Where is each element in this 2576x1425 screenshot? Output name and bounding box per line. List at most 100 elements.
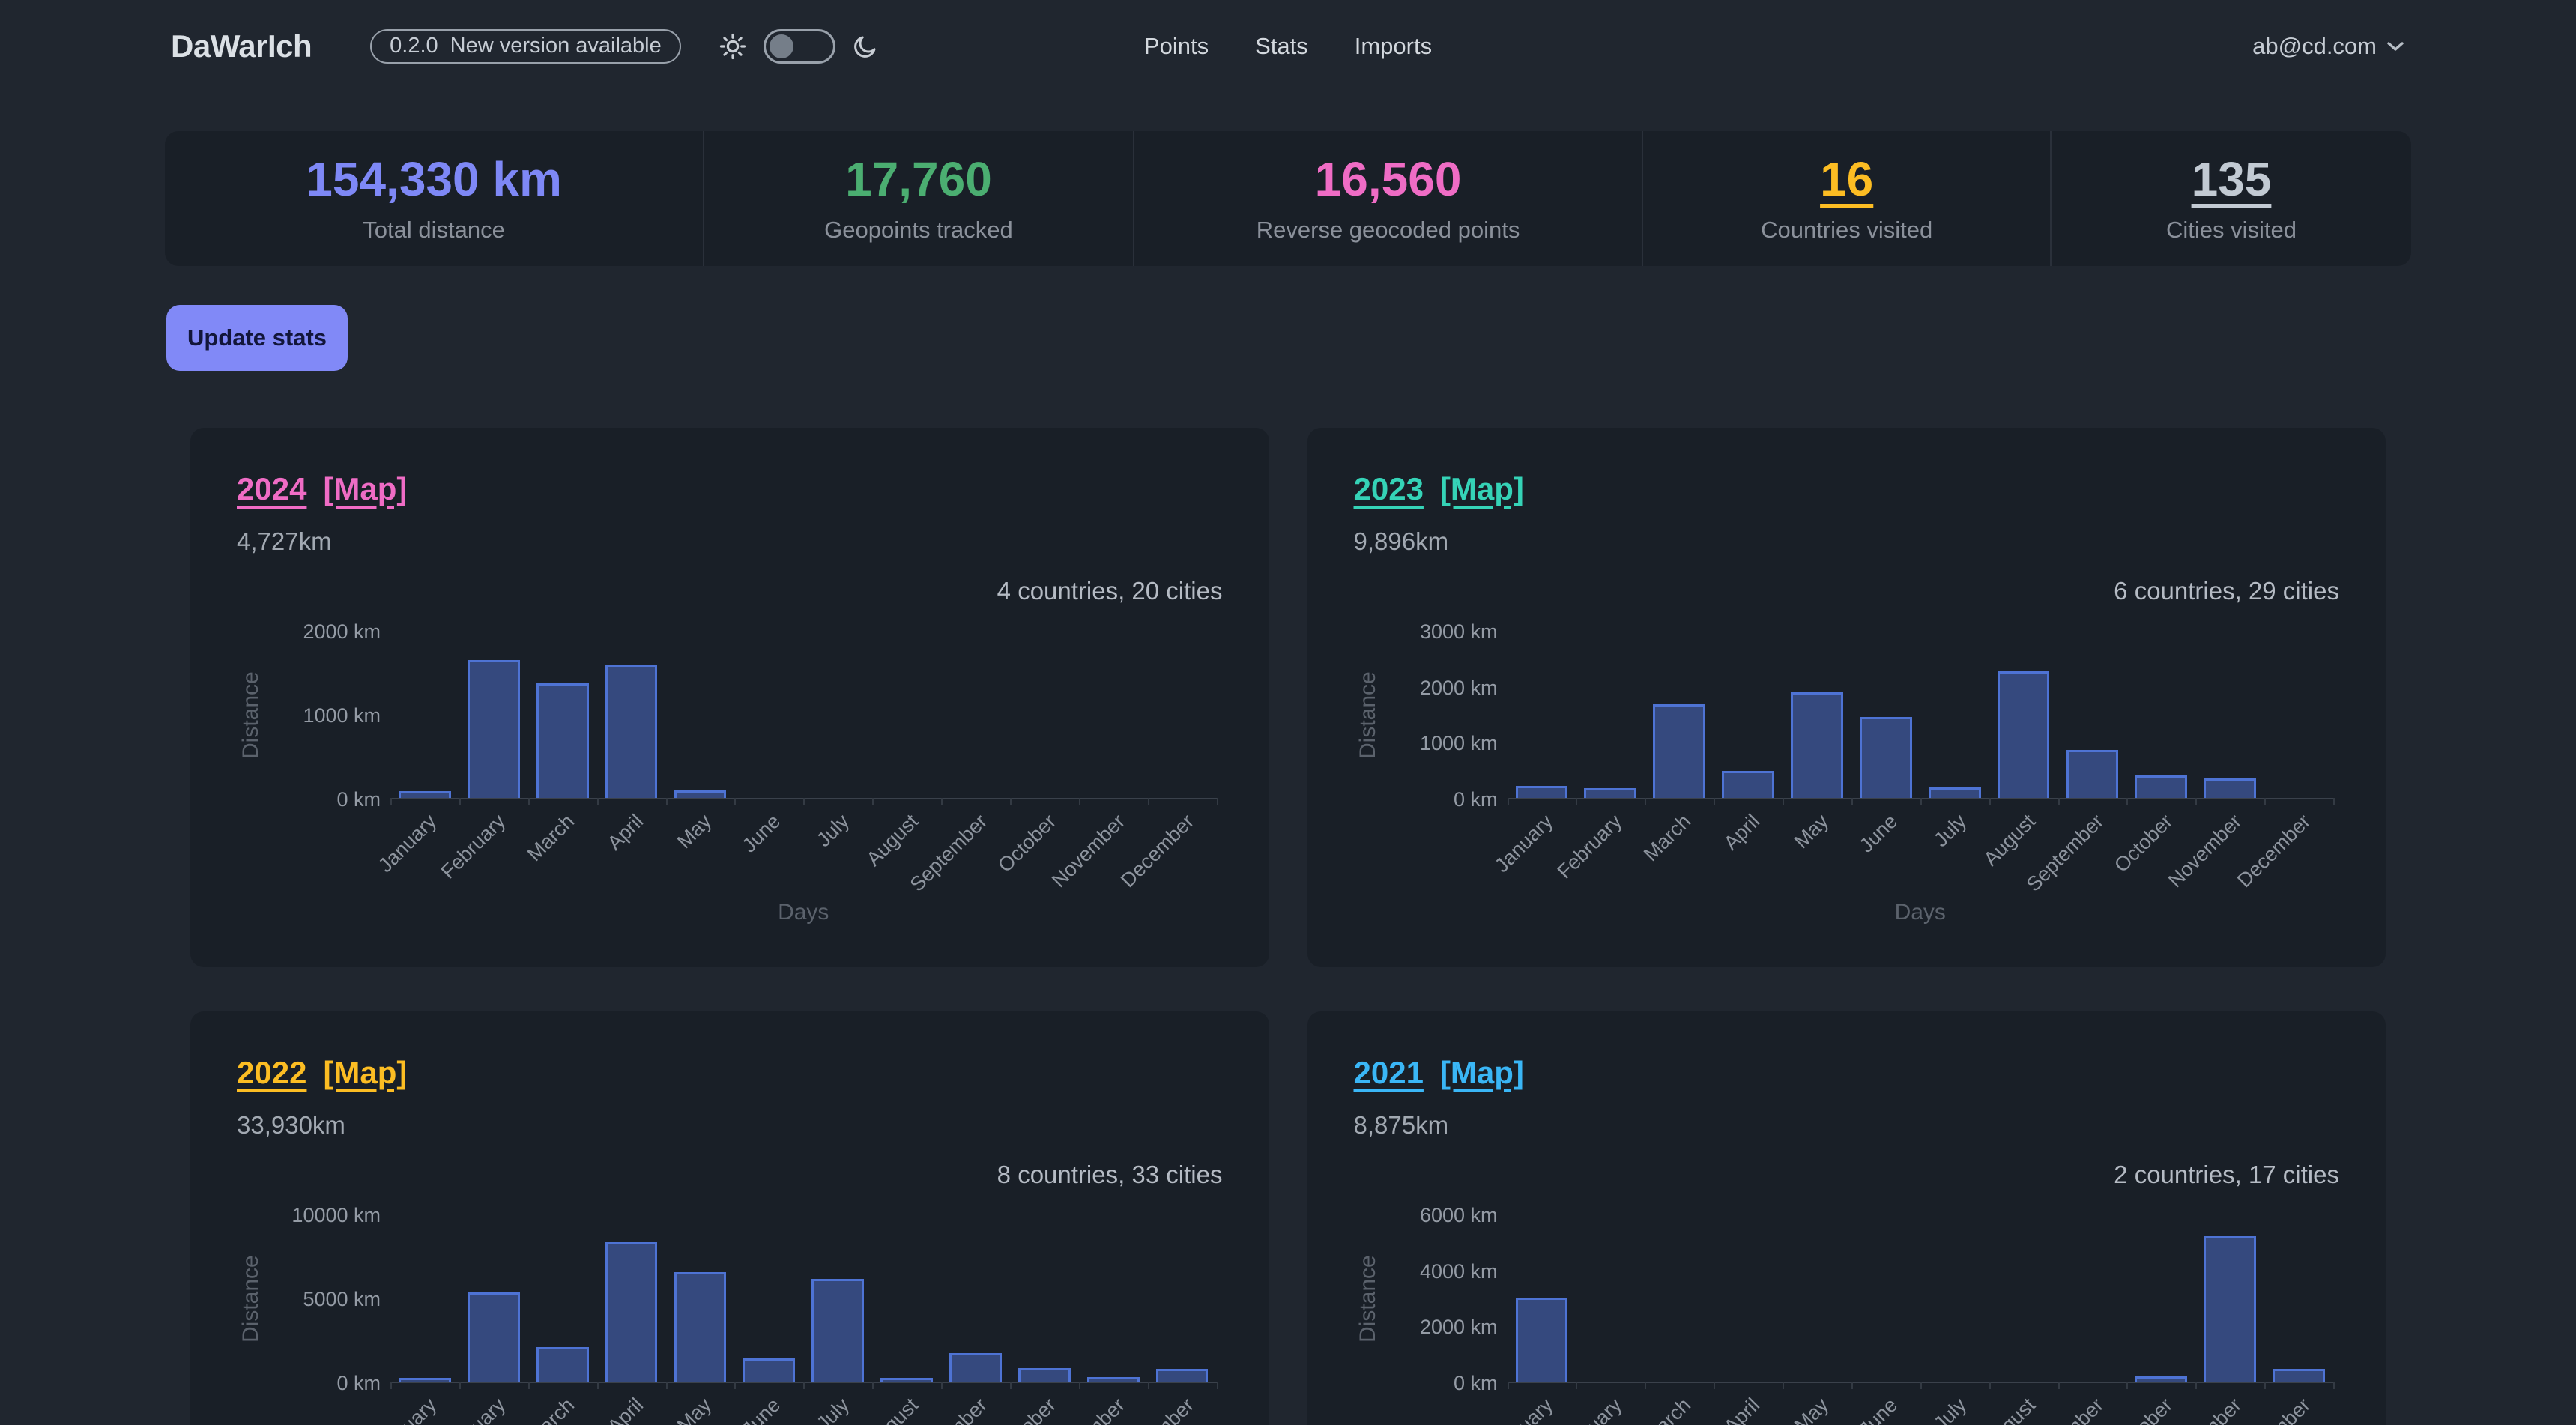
month-label: March bbox=[1639, 810, 1696, 866]
month-label: June bbox=[1854, 810, 1902, 857]
stat-countries-visited: 16 Countries visited bbox=[1642, 131, 2050, 266]
month-label: March bbox=[522, 1394, 578, 1425]
navbar: DaWarIch 0.2.0 New version available Poi… bbox=[0, 0, 2576, 92]
x-axis-tickmark bbox=[1645, 1382, 1647, 1389]
y-axis-tick: 0 km bbox=[1453, 1372, 1498, 1394]
x-axis-title: Days bbox=[1894, 900, 1946, 925]
chart-plot-area bbox=[1507, 1215, 2335, 1389]
month-label: August bbox=[1979, 1394, 2040, 1425]
y-axis-title: Distance bbox=[1355, 1255, 1380, 1343]
x-axis-tickmark bbox=[1920, 798, 1922, 805]
user-menu[interactable]: ab@cd.com bbox=[2252, 33, 2405, 60]
x-axis-labels: JanuaryFebruaryMarchAprilMayJuneJulyAugu… bbox=[1491, 1394, 2334, 1425]
month-label: October bbox=[994, 1394, 1061, 1425]
year-distance: 4,727km bbox=[237, 527, 332, 555]
stat-total-distance: 154,330 km Total distance bbox=[165, 131, 703, 266]
chart-bar bbox=[1928, 787, 1981, 798]
month-label: February bbox=[1552, 810, 1627, 883]
nav-link-imports[interactable]: Imports bbox=[1354, 32, 1433, 59]
x-axis-tickmark bbox=[1783, 798, 1784, 805]
theme-switcher bbox=[719, 28, 879, 64]
year-distance: 9,896km bbox=[1353, 527, 1449, 555]
month-label: June bbox=[1854, 1394, 1902, 1425]
month-label: October bbox=[2110, 1394, 2177, 1425]
map-link[interactable]: [Map] bbox=[323, 471, 408, 506]
card-header: 2021 [Map] bbox=[1354, 1053, 2340, 1092]
nav-link-stats[interactable]: Stats bbox=[1255, 32, 1308, 59]
year-link[interactable]: 2023 bbox=[1353, 471, 1424, 506]
year-distance: 8,875km bbox=[1353, 1111, 1449, 1139]
theme-toggle[interactable] bbox=[763, 28, 835, 64]
monthly-distance-chart: Distance 0 km 1000 km 2000 km January Februar… bbox=[237, 620, 1223, 936]
year-card-2023: 2023 [Map] 9,896km 6 countries, 29 citie… bbox=[1307, 428, 2386, 967]
month-label: February bbox=[1553, 1394, 1627, 1425]
countries-visited-link[interactable]: 16 bbox=[1820, 152, 1874, 206]
main-nav: Points Stats Imports bbox=[1144, 33, 1432, 60]
map-link[interactable]: [Map] bbox=[1439, 471, 1524, 506]
chart-bar bbox=[605, 1242, 658, 1382]
y-axis-tick: 4000 km bbox=[1419, 1259, 1498, 1283]
chart-bar bbox=[399, 1378, 451, 1382]
x-axis-tickmark bbox=[459, 1382, 461, 1389]
month-label: May bbox=[673, 810, 716, 853]
card-header: 2023 [Map] bbox=[1354, 470, 2340, 509]
x-axis-tickmark bbox=[1216, 1382, 1218, 1389]
year-summary: 6 countries, 29 cities bbox=[2114, 577, 2339, 605]
x-axis-tickmark bbox=[872, 798, 874, 805]
monthly-distance-chart: Distance 0 km 2000 km 4000 km 6000 km January… bbox=[1354, 1204, 2340, 1425]
x-axis-tickmark bbox=[941, 1382, 943, 1389]
cities-visited-label: Cities visited bbox=[2165, 217, 2297, 243]
x-axis-tickmark bbox=[1920, 1382, 1922, 1389]
map-link[interactable]: [Map] bbox=[323, 1055, 408, 1090]
chart-bar bbox=[536, 683, 589, 798]
year-summary: 2 countries, 17 cities bbox=[2114, 1161, 2339, 1188]
year-link[interactable]: 2021 bbox=[1353, 1055, 1424, 1090]
month-label: January bbox=[1491, 1394, 1558, 1425]
year-link[interactable]: 2022 bbox=[237, 1055, 307, 1090]
chart-plot-area bbox=[390, 1215, 1218, 1389]
month-label: June bbox=[737, 810, 785, 857]
version-message: New version available bbox=[450, 34, 662, 58]
x-axis-tickmark bbox=[1507, 1382, 1509, 1389]
x-axis-tickmark bbox=[803, 1382, 805, 1389]
x-axis-tickmark bbox=[665, 1382, 668, 1389]
cities-visited-link[interactable]: 135 bbox=[2191, 152, 2272, 206]
update-stats-button[interactable]: Update stats bbox=[166, 305, 348, 371]
x-axis-tickmark bbox=[459, 798, 461, 805]
month-label: April bbox=[1719, 1394, 1765, 1425]
reverse-geocoded-value: 16,560 bbox=[1314, 152, 1462, 206]
stat-cities-visited: 135 Cities visited bbox=[2050, 131, 2411, 266]
chart-plot-area bbox=[1507, 632, 2335, 805]
y-axis-tick: 5000 km bbox=[303, 1288, 381, 1310]
chart-bar bbox=[2204, 1236, 2257, 1382]
map-link[interactable]: [Map] bbox=[1439, 1055, 1524, 1090]
chart-bar bbox=[1653, 704, 1706, 798]
app-logo[interactable]: DaWarIch bbox=[171, 28, 312, 64]
chart-bar bbox=[1018, 1368, 1071, 1382]
nav-link-points[interactable]: Points bbox=[1143, 32, 1209, 59]
year-link[interactable]: 2024 bbox=[237, 471, 307, 506]
x-axis-tickmark bbox=[1714, 1382, 1716, 1389]
card-header: 2024 [Map] bbox=[237, 470, 1223, 509]
version-badge[interactable]: 0.2.0 New version available bbox=[370, 28, 681, 64]
chart-bar bbox=[949, 1353, 1002, 1382]
chart-bar bbox=[1155, 1369, 1209, 1382]
chart-bar bbox=[743, 1358, 796, 1382]
x-axis-tickmark bbox=[1009, 1382, 1012, 1389]
month-label: December bbox=[2232, 810, 2315, 892]
chart-bar bbox=[536, 1347, 589, 1382]
y-axis-tick: 0 km bbox=[1453, 788, 1498, 811]
x-axis-tickmark bbox=[1851, 798, 1853, 805]
x-axis-tickmark bbox=[390, 1382, 392, 1389]
month-label: October bbox=[993, 810, 1061, 877]
x-axis-tickmark bbox=[390, 798, 392, 805]
sun-icon bbox=[719, 32, 747, 61]
moon-icon bbox=[852, 33, 879, 60]
y-axis-tick: 2000 km bbox=[1419, 1316, 1498, 1339]
x-axis-tickmark bbox=[734, 1382, 737, 1389]
x-axis-tickmark bbox=[527, 798, 530, 805]
geopoints-label: Geopoints tracked bbox=[824, 217, 1013, 243]
month-label: June bbox=[737, 1394, 785, 1425]
